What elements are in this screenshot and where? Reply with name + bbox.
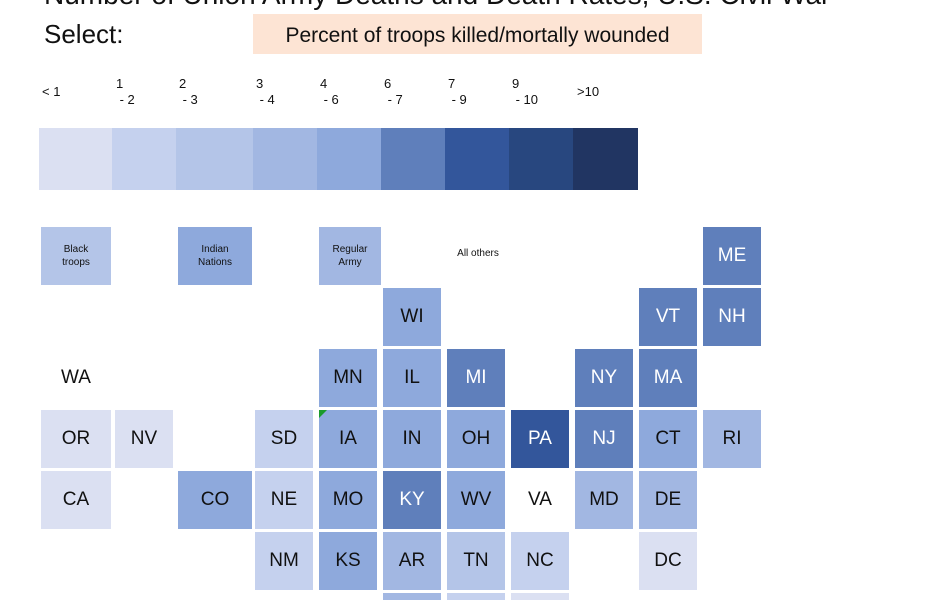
group-tile[interactable]: Regular Army <box>319 227 381 285</box>
group-tile[interactable]: Black troops <box>41 227 111 285</box>
state-tile-wi[interactable]: WI <box>383 288 441 346</box>
legend-label: 9 - 10 <box>512 76 539 107</box>
select-label: Select: <box>44 19 124 49</box>
legend-label: >10 <box>577 84 600 99</box>
state-tile-wa[interactable]: WA <box>41 349 111 407</box>
state-tile-vt[interactable]: VT <box>639 288 697 346</box>
state-tile-mo[interactable]: MO <box>319 471 377 529</box>
state-tile-ne[interactable]: NE <box>255 471 313 529</box>
state-tile-me[interactable]: ME <box>703 227 761 285</box>
state-tile-ia[interactable]: IA <box>319 410 377 468</box>
state-tile-nc[interactable]: NC <box>511 532 569 590</box>
state-tile-nh[interactable]: NH <box>703 288 761 346</box>
state-tile-nj[interactable]: NJ <box>575 410 633 468</box>
legend-label: 6 - 7 <box>384 76 403 107</box>
state-tile[interactable] <box>511 593 569 600</box>
legend-swatch <box>253 128 317 190</box>
state-tile-in[interactable]: IN <box>383 410 441 468</box>
state-tile-pa[interactable]: PA <box>511 410 569 468</box>
legend-swatch <box>445 128 509 190</box>
state-tile-ma[interactable]: MA <box>639 349 697 407</box>
legend-swatch <box>39 128 112 190</box>
state-tile-ks[interactable]: KS <box>319 532 377 590</box>
legend-swatch <box>317 128 381 190</box>
state-tile-ky[interactable]: KY <box>383 471 441 529</box>
state-tile-ny[interactable]: NY <box>575 349 633 407</box>
group-label-all-others[interactable]: All others <box>457 248 499 259</box>
state-tile-sd[interactable]: SD <box>255 410 313 468</box>
state-tile[interactable] <box>383 593 441 600</box>
legend-label: 1 - 2 <box>116 76 135 107</box>
legend-swatch <box>573 128 638 190</box>
state-tile-nm[interactable]: NM <box>255 532 313 590</box>
state-tile-mn[interactable]: MN <box>319 349 377 407</box>
state-tile-tn[interactable]: TN <box>447 532 505 590</box>
state-tile-il[interactable]: IL <box>383 349 441 407</box>
state-tile-nv[interactable]: NV <box>115 410 173 468</box>
state-tile-dc[interactable]: DC <box>639 532 697 590</box>
legend-label: 2 - 3 <box>179 76 198 107</box>
state-tile-oh[interactable]: OH <box>447 410 505 468</box>
group-tile[interactable]: Indian Nations <box>178 227 252 285</box>
measure-selector-button[interactable]: Percent of troops killed/mortally wounde… <box>253 14 702 54</box>
state-tile[interactable] <box>447 593 505 600</box>
chart-title: Number of Union Army Deaths and Death Ra… <box>44 0 830 11</box>
legend-label: 7 - 9 <box>448 76 467 107</box>
state-tile-ar[interactable]: AR <box>383 532 441 590</box>
state-tile-ct[interactable]: CT <box>639 410 697 468</box>
state-tile-or[interactable]: OR <box>41 410 111 468</box>
state-tile-mi[interactable]: MI <box>447 349 505 407</box>
state-tile-ri[interactable]: RI <box>703 410 761 468</box>
legend-label: 3 - 4 <box>256 76 275 107</box>
state-tile-md[interactable]: MD <box>575 471 633 529</box>
legend-swatch <box>176 128 253 190</box>
state-tile-de[interactable]: DE <box>639 471 697 529</box>
legend-swatch <box>381 128 445 190</box>
selection-flag-icon <box>319 410 327 418</box>
state-tile-wv[interactable]: WV <box>447 471 505 529</box>
state-tile-ca[interactable]: CA <box>41 471 111 529</box>
legend-swatch <box>112 128 176 190</box>
state-tile-co[interactable]: CO <box>178 471 252 529</box>
legend-label: 4 - 6 <box>320 76 339 107</box>
state-tile-va[interactable]: VA <box>511 471 569 529</box>
legend-label: < 1 <box>42 84 61 99</box>
legend-swatch <box>509 128 573 190</box>
